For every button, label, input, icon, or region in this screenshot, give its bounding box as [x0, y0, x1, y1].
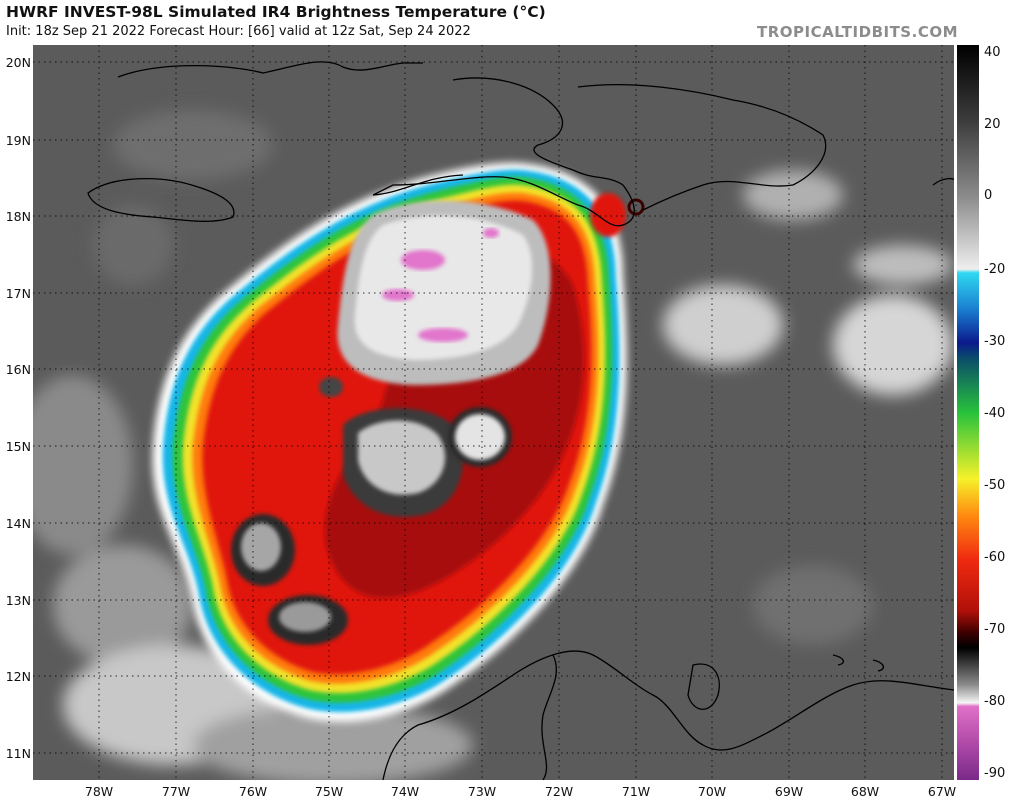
lon-label-67w: 67W: [927, 784, 957, 799]
guajira: [541, 654, 557, 780]
lat-label-15n: 15N: [5, 439, 31, 454]
lon-label-70w: 70W: [697, 784, 727, 799]
lon-label-68w: 68W: [850, 784, 880, 799]
lat-label-20n: 20N: [5, 55, 31, 70]
lat-label-17n: 17N: [5, 286, 31, 301]
colorbar-label-0: 0: [984, 188, 993, 203]
paraguana: [687, 663, 720, 710]
background-clouds: [33, 110, 953, 780]
lon-label-76w: 76W: [238, 784, 268, 799]
chart-subtitle: Init: 18z Sep 21 2022 Forecast Hour: [66…: [6, 24, 471, 39]
colorbar-label-40: 40: [984, 45, 1001, 60]
lat-label-19n: 19N: [5, 133, 31, 148]
lon-label-74w: 74W: [390, 784, 420, 799]
site-credit: TROPICALTIDBITS.COM: [757, 23, 958, 41]
satellite-map: [33, 45, 954, 780]
lon-label-72w: 72W: [544, 784, 574, 799]
storm-cloud-shield: [152, 162, 645, 722]
colorbar-label-minus40: -40: [984, 406, 1006, 421]
hispaniola-south: [372, 174, 464, 196]
colorbar-label-minus90: -90: [984, 766, 1006, 781]
lat-label-12n: 12N: [5, 669, 31, 684]
map-canvas: [33, 45, 954, 780]
lat-label-16n: 16N: [5, 362, 31, 377]
lat-label-11n: 11N: [5, 746, 31, 761]
lon-label-78w: 78W: [84, 784, 114, 799]
colorbar-label-minus80: -80: [984, 694, 1006, 709]
lat-label-13n: 13N: [5, 593, 31, 608]
colorbar-label-minus30: -30: [984, 334, 1006, 349]
colorbar-label-minus50: -50: [984, 478, 1006, 493]
lat-label-14n: 14N: [5, 516, 31, 531]
aruba-curacao: [832, 654, 885, 672]
grid-lines: [33, 45, 954, 780]
lon-label-73w: 73W: [467, 784, 497, 799]
color-scale-bar: [957, 45, 979, 780]
colorbar-label-minus60: -60: [984, 550, 1006, 565]
lat-label-18n: 18N: [5, 209, 31, 224]
hispaniola-east: [577, 84, 827, 211]
lon-label-77w: 77W: [161, 784, 191, 799]
jamaica-coast: [87, 177, 235, 222]
colorbar-label-minus70: -70: [984, 622, 1006, 637]
south-america-coast: [382, 650, 954, 780]
coastlines: [87, 61, 954, 780]
chart-title: HWRF INVEST-98L Simulated IR4 Brightness…: [6, 3, 546, 21]
lon-label-71w: 71W: [621, 784, 651, 799]
colorbar-label-20: 20: [984, 117, 1001, 132]
cuba-coast: [117, 61, 423, 78]
puerto-rico: [932, 177, 954, 186]
colorbar-label-minus20: -20: [984, 262, 1006, 277]
lon-label-75w: 75W: [314, 784, 344, 799]
lon-label-69w: 69W: [774, 784, 804, 799]
